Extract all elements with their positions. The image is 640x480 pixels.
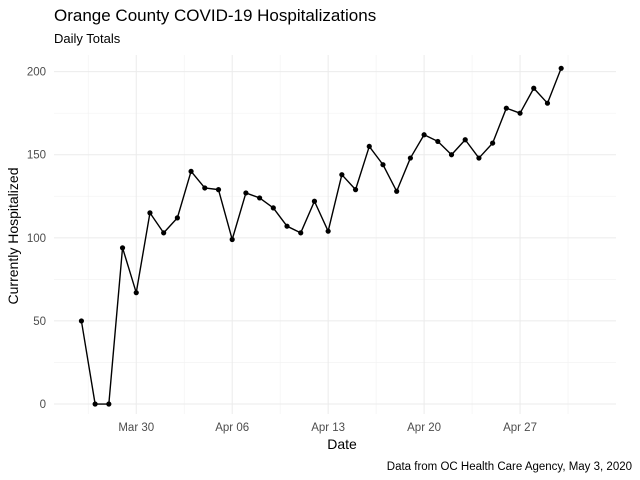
data-point	[106, 401, 112, 407]
y-axis-ticks: 0 50 100 150 200	[27, 67, 46, 411]
x-tick-label: Apr 27	[503, 422, 537, 434]
x-axis-label: Date	[327, 436, 357, 452]
y-tick-label: 100	[27, 233, 46, 245]
y-tick-label: 0	[40, 399, 46, 411]
data-point	[243, 190, 249, 196]
data-point	[188, 168, 194, 174]
x-tick-label: Apr 13	[311, 422, 345, 434]
y-tick-label: 150	[27, 150, 46, 162]
data-point	[284, 223, 290, 229]
data-point	[517, 110, 523, 116]
data-point	[257, 195, 263, 201]
data-point	[92, 401, 98, 407]
data-point	[448, 152, 455, 158]
data-point	[490, 140, 496, 146]
y-axis-label: Currently Hospitalized	[5, 168, 21, 305]
data-point	[119, 245, 126, 251]
data-point	[531, 85, 537, 91]
chart-title: Orange County COVID-19 Hospitalizations	[54, 6, 376, 25]
data-point	[339, 172, 345, 178]
data-point	[366, 143, 372, 150]
data-point	[133, 290, 139, 296]
y-tick-label: 50	[33, 316, 46, 328]
data-point	[407, 155, 413, 161]
data-point	[325, 228, 331, 234]
data-point	[352, 187, 359, 193]
data-point	[544, 100, 551, 106]
data-point	[435, 138, 441, 145]
y-tick-label: 200	[27, 67, 46, 79]
chart-caption: Data from OC Health Care Agency, May 3, …	[387, 461, 632, 473]
data-point	[394, 188, 400, 194]
x-axis-ticks: Mar 30 Apr 06 Apr 13 Apr 20 Apr 27	[118, 422, 537, 434]
data-point	[558, 65, 564, 71]
series-line	[80, 68, 562, 405]
chart-subtitle: Daily Totals	[54, 31, 121, 46]
data-point	[215, 187, 222, 193]
data-point	[147, 210, 153, 216]
plot-grid	[54, 55, 616, 414]
data-point	[476, 155, 482, 161]
data-point	[161, 230, 167, 236]
data-point	[229, 236, 235, 243]
data-point	[202, 185, 208, 191]
x-tick-label: Apr 20	[407, 422, 441, 434]
series-points	[78, 65, 564, 407]
data-point	[462, 137, 468, 143]
data-point	[503, 105, 509, 111]
x-tick-label: Mar 30	[118, 422, 154, 434]
x-tick-label: Apr 06	[215, 422, 249, 434]
data-point	[311, 198, 318, 204]
data-point	[421, 132, 427, 138]
data-point	[174, 215, 180, 221]
data-point	[298, 230, 304, 236]
data-point	[78, 318, 85, 324]
data-point	[380, 162, 386, 168]
data-point	[270, 205, 276, 211]
